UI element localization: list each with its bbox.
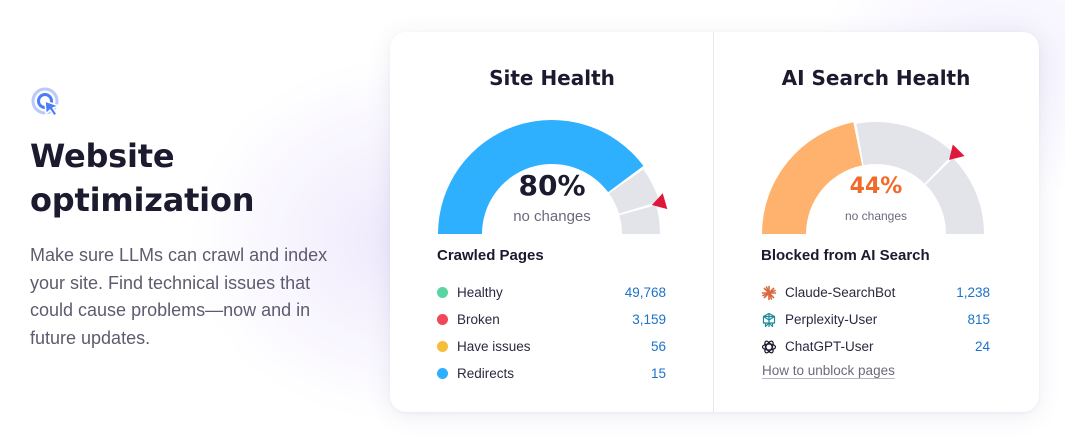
ai-search-health-panel: AI Search Health 44% no changes Blocked … bbox=[714, 32, 1038, 412]
page-title-line-1: Website bbox=[30, 137, 175, 175]
bot-row-claude: Claude-SearchBot 1,238 bbox=[761, 279, 990, 306]
page-title-line-2: optimization bbox=[30, 181, 255, 219]
crawled-pages-list: Healthy 49,768 Broken 3,159 Have issues … bbox=[437, 279, 666, 387]
issues-dot-icon bbox=[437, 341, 448, 352]
row-label: Claude-SearchBot bbox=[785, 285, 896, 300]
site-health-panel: Site Health 80% no changes Crawled Pages… bbox=[390, 32, 714, 412]
blocked-from-ai-title: Blocked from AI Search bbox=[761, 247, 930, 264]
site-health-value: 80% bbox=[518, 169, 586, 202]
blocked-bots-list: Claude-SearchBot 1,238 Perple bbox=[761, 279, 990, 360]
row-label: Healthy bbox=[457, 285, 503, 300]
ai-health-remaining-arc-2 bbox=[925, 158, 984, 234]
panel-divider bbox=[713, 32, 714, 412]
bot-row-chatgpt: ChatGPT-User 24 bbox=[761, 333, 990, 360]
row-value[interactable]: 3,159 bbox=[632, 312, 666, 327]
row-value[interactable]: 24 bbox=[974, 339, 990, 354]
health-card: Site Health 80% no changes Crawled Pages… bbox=[390, 32, 1039, 412]
crawled-row-redirects: Redirects 15 bbox=[437, 360, 666, 387]
ai-search-health-title: AI Search Health bbox=[781, 66, 971, 90]
site-health-gauge bbox=[438, 120, 668, 234]
perplexity-icon bbox=[761, 312, 777, 328]
site-health-title: Site Health bbox=[489, 66, 615, 90]
row-value[interactable]: 15 bbox=[650, 366, 666, 381]
cursor-click-icon bbox=[31, 87, 60, 117]
site-health-filled-arc bbox=[438, 120, 644, 234]
intro-section: Website optimization Make sure LLMs can … bbox=[30, 86, 360, 352]
row-label: Redirects bbox=[457, 366, 515, 381]
ai-search-health-subtitle: no changes bbox=[844, 209, 908, 223]
crawled-row-broken: Broken 3,159 bbox=[437, 306, 666, 333]
bot-row-perplexity: Perplexity-User 815 bbox=[761, 306, 990, 333]
crawled-pages-title: Crawled Pages bbox=[437, 247, 544, 264]
ai-health-filled-arc bbox=[762, 122, 863, 234]
chatgpt-icon bbox=[761, 339, 777, 355]
crawled-row-have-issues: Have issues 56 bbox=[437, 333, 666, 360]
ai-search-health-gauge bbox=[762, 122, 984, 234]
ai-health-remaining-arc-1 bbox=[856, 122, 954, 184]
site-health-subtitle: no changes bbox=[513, 208, 591, 225]
ai-search-health-value: 44% bbox=[849, 174, 903, 199]
healthy-dot-icon bbox=[437, 287, 448, 298]
crawled-row-healthy: Healthy 49,768 bbox=[437, 279, 666, 306]
row-value[interactable]: 815 bbox=[967, 312, 990, 327]
redirects-dot-icon bbox=[437, 368, 448, 379]
site-health-marker-icon bbox=[651, 193, 668, 210]
intro-description: Make sure LLMs can crawl and index your … bbox=[30, 245, 328, 348]
site-health-remaining-arc-2 bbox=[619, 205, 660, 234]
unblock-pages-link[interactable]: How to unblock pages bbox=[762, 363, 895, 378]
ai-health-marker-icon bbox=[949, 144, 965, 161]
row-value[interactable]: 56 bbox=[650, 339, 666, 354]
row-label: ChatGPT-User bbox=[785, 339, 874, 354]
site-health-remaining-arc-1 bbox=[609, 169, 660, 214]
row-label: Perplexity-User bbox=[785, 312, 878, 327]
row-value[interactable]: 49,768 bbox=[624, 285, 666, 300]
row-label: Have issues bbox=[457, 339, 531, 354]
row-label: Broken bbox=[457, 312, 500, 327]
page-title: Website optimization bbox=[30, 134, 360, 222]
claude-icon bbox=[761, 285, 777, 301]
row-value[interactable]: 1,238 bbox=[956, 285, 990, 300]
broken-dot-icon bbox=[437, 314, 448, 325]
